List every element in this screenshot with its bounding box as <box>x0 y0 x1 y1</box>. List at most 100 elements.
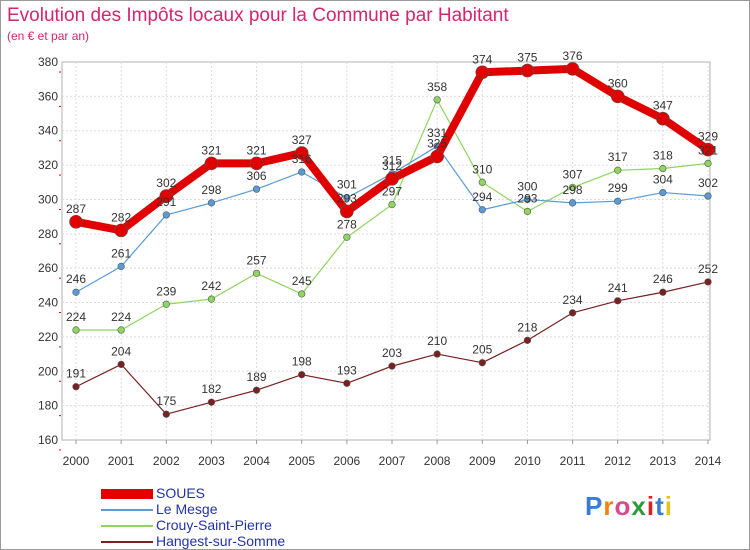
data-point <box>478 178 486 186</box>
data-label: 257 <box>247 253 267 267</box>
data-point <box>69 214 83 229</box>
x-tick-label: 2005 <box>288 454 315 468</box>
y-tick-label: 220 <box>38 330 58 344</box>
data-point <box>72 326 80 334</box>
data-label: 294 <box>472 190 492 204</box>
data-point <box>614 297 622 305</box>
x-tick-label: 2013 <box>650 454 677 468</box>
chart-title: Evolution des Impôts locaux pour la Comm… <box>7 5 509 26</box>
x-tick-label: 2001 <box>108 454 135 468</box>
data-point <box>298 371 306 379</box>
logo-letter: x <box>631 491 647 521</box>
data-point <box>475 65 490 80</box>
data-label: 252 <box>698 262 718 276</box>
legend-label: Le Mesge <box>156 501 218 517</box>
data-point <box>568 183 577 192</box>
data-point <box>298 168 306 176</box>
data-point <box>117 326 125 334</box>
data-point <box>523 195 532 204</box>
data-point <box>610 89 625 104</box>
data-label: 218 <box>517 320 537 334</box>
data-point <box>568 199 577 207</box>
data-point <box>207 295 216 303</box>
data-label: 241 <box>608 281 628 295</box>
data-label: 302 <box>156 176 176 190</box>
data-point <box>568 309 577 317</box>
data-label: 304 <box>653 173 673 187</box>
data-point <box>385 172 399 186</box>
data-label: 224 <box>66 310 86 324</box>
data-label: 298 <box>201 183 221 197</box>
data-label: 205 <box>472 343 492 357</box>
data-label: 321 <box>698 143 718 157</box>
data-label: 301 <box>337 178 357 192</box>
data-point <box>162 410 170 418</box>
legend-label: Crouy-Saint-Pierre <box>156 517 272 533</box>
data-label: 182 <box>201 382 221 396</box>
x-tick-label: 2002 <box>153 454 180 468</box>
logo-letter: i <box>646 491 656 521</box>
data-point <box>298 290 306 298</box>
y-tick-label: 180 <box>38 399 58 413</box>
y-tick-label: 360 <box>38 89 58 103</box>
legend-label: SOUES <box>156 485 206 501</box>
data-label: 282 <box>111 210 131 224</box>
data-label: 307 <box>563 167 583 181</box>
x-tick-label: 2004 <box>243 454 270 468</box>
data-point <box>520 63 535 78</box>
y-tick-label: 160 <box>38 433 58 447</box>
data-label: 302 <box>698 176 718 190</box>
data-label: 316 <box>292 152 312 166</box>
data-label: 375 <box>517 51 537 65</box>
data-label: 291 <box>156 195 176 209</box>
logo-letter: i <box>664 491 673 521</box>
data-label: 321 <box>247 143 267 157</box>
proxiti-logo: Proxiti <box>585 491 673 522</box>
data-point <box>614 166 622 174</box>
data-point <box>162 211 170 219</box>
legend-label: Hangest-sur-Somme <box>156 533 286 549</box>
logo-letter: r <box>603 491 615 521</box>
legend-swatch <box>101 541 153 543</box>
data-label: 358 <box>427 80 447 94</box>
data-point <box>656 111 670 126</box>
y-tick-label: 380 <box>38 55 58 69</box>
x-tick-label: 2007 <box>379 454 406 468</box>
data-label: 189 <box>247 370 267 384</box>
x-tick-label: 2012 <box>604 454 631 468</box>
data-point <box>252 269 261 277</box>
x-tick-label: 2003 <box>198 454 225 468</box>
data-point <box>343 194 351 202</box>
data-point <box>659 188 667 197</box>
data-point <box>159 189 174 203</box>
data-point <box>433 96 441 104</box>
data-point <box>117 360 125 369</box>
legend-swatch <box>101 509 153 511</box>
x-tick-label: 2010 <box>514 454 541 468</box>
data-label: 317 <box>608 150 628 164</box>
data-point <box>72 383 80 391</box>
x-tick-label: 2009 <box>469 454 496 468</box>
data-point <box>704 159 712 167</box>
data-point <box>704 192 712 200</box>
data-label: 287 <box>66 202 86 216</box>
data-label: 246 <box>66 272 86 286</box>
data-point <box>614 197 622 205</box>
data-point <box>388 362 396 370</box>
data-label: 239 <box>156 284 176 298</box>
data-point <box>252 185 261 193</box>
data-point <box>430 149 444 164</box>
data-point <box>340 204 354 219</box>
data-label: 293 <box>517 191 537 205</box>
y-tick-label: 320 <box>38 158 58 172</box>
data-point <box>252 386 261 394</box>
data-point <box>388 201 396 209</box>
data-label: 298 <box>563 183 583 197</box>
data-point <box>114 223 128 238</box>
data-point <box>701 142 715 157</box>
x-tick-label: 2006 <box>334 454 361 468</box>
y-tick-label: 300 <box>38 192 58 206</box>
data-point <box>207 398 216 406</box>
data-label: 318 <box>653 149 673 163</box>
